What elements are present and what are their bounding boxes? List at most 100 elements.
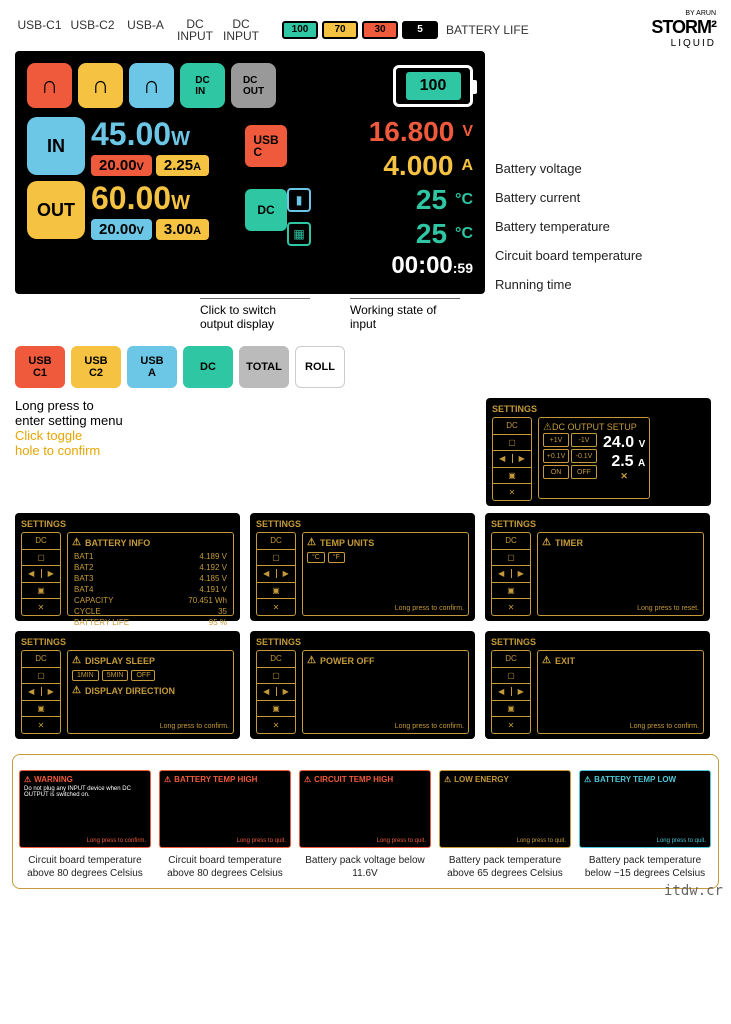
nav-btn[interactable]: DC (22, 651, 60, 668)
nav-btn[interactable]: ▢ (492, 668, 530, 685)
nav-btn[interactable]: ▣ (257, 583, 295, 600)
settings-panel: SETTINGSDC▢◀▶▣✕ TIMERLong press to reset… (485, 513, 710, 621)
callout: Working state of input (350, 298, 460, 331)
nav-btn[interactable]: ◀▶ (257, 566, 295, 583)
stat-line: ▮25°C (287, 184, 473, 216)
in-volts: 20.00V (91, 155, 152, 176)
warning-col: ⚠ LOW ENERGY Long press to quit. Battery… (439, 770, 571, 880)
warning-box: ⚠ WARNING Do not plug any INPUT device w… (19, 770, 151, 848)
nav-btn[interactable]: ◀▶ (492, 566, 530, 583)
battery-widget: 100 (393, 65, 473, 107)
nav-btn[interactable]: ◀▶ (22, 566, 60, 583)
panel-nav[interactable]: DC▢◀▶▣✕ (491, 532, 531, 616)
panel-nav[interactable]: DC▢◀▶▣✕ (256, 650, 296, 734)
battery-pill: 5 (402, 21, 438, 39)
in-amps: 2.25A (156, 155, 209, 176)
nav-btn[interactable]: ▢ (22, 668, 60, 685)
panel-nav[interactable]: DC▢◀▶▣✕ (492, 417, 532, 501)
battery-pill: 100 (282, 21, 318, 39)
nav-btn[interactable]: ✕ (22, 717, 60, 733)
mode-button[interactable]: ROLL (295, 346, 345, 388)
nav-btn[interactable]: ✕ (257, 599, 295, 615)
dc-adjust-btn[interactable]: +0.1V (543, 449, 569, 463)
option-btn[interactable]: °C (307, 552, 325, 563)
running-time: 00:00:59 (287, 252, 473, 280)
nav-btn[interactable]: ▣ (257, 701, 295, 718)
panel-nav[interactable]: DC▢◀▶▣✕ (21, 650, 61, 734)
port-label: DCINPUT (174, 18, 216, 42)
chip-icon: ▦ (287, 222, 311, 246)
dc-adjust-btn[interactable]: -1V (571, 433, 597, 447)
nav-btn[interactable]: DC (257, 651, 295, 668)
option-btn[interactable]: °F (328, 552, 345, 563)
mode-button[interactable]: TOTAL (239, 346, 289, 388)
nav-btn[interactable]: ✕ (492, 717, 530, 733)
nav-btn[interactable]: ▣ (492, 701, 530, 718)
port-labels: USB-C1 USB-C2 USB-A DCINPUT DCINPUT (15, 18, 262, 42)
panel-nav[interactable]: DC▢◀▶▣✕ (491, 650, 531, 734)
header-row: USB-C1 USB-C2 USB-A DCINPUT DCINPUT 1007… (0, 10, 731, 49)
out-watts: 60.00W (91, 180, 239, 217)
nav-btn[interactable]: ▢ (492, 550, 530, 567)
settings-panel: SETTINGSDC▢◀▶▣✕ POWER OFFLong press to c… (250, 631, 475, 739)
nav-btn[interactable]: ▢ (257, 668, 295, 685)
out-tag[interactable]: DC (245, 189, 287, 231)
dc-adjust-btn[interactable]: ON (543, 465, 569, 479)
nav-btn[interactable]: DC (492, 651, 530, 668)
mode-button[interactable]: USBA (127, 346, 177, 388)
nav-btn[interactable]: ✕ (22, 599, 60, 615)
nav-btn[interactable]: ◀▶ (22, 684, 60, 701)
port-label: DCINPUT (220, 18, 262, 42)
nav-btn[interactable]: ✕ (257, 717, 295, 733)
nav-btn[interactable]: ▢ (22, 550, 60, 567)
nav-btn[interactable]: ✕ (492, 599, 530, 615)
port-label: USB-C2 (68, 18, 117, 42)
nav-btn[interactable]: ✕ (493, 484, 531, 500)
option-btn[interactable]: OFF (131, 670, 155, 681)
nav-btn[interactable]: ▢ (493, 435, 531, 452)
main-display: ∩∩∩DC INDC OUT 100 IN 45.00W 20.00V 2.25… (15, 51, 485, 294)
logo: BY ARUN STORM² LIQUID (651, 10, 716, 49)
battery-pill: 70 (322, 21, 358, 39)
cable-icon: ∩ (143, 72, 160, 100)
out-volts: 20.00V (91, 219, 152, 240)
mode-button[interactable]: USBC1 (15, 346, 65, 388)
settings-panel: SETTINGSDC▢◀▶▣✕ DISPLAY SLEEP1MIN5MINOFF… (15, 631, 240, 739)
out-amps: 3.00A (156, 219, 209, 240)
nav-btn[interactable]: DC (492, 533, 530, 550)
nav-btn[interactable]: DC (493, 418, 531, 435)
annotation: Running time (495, 277, 642, 292)
battery-life-pills: 10070305 (282, 21, 438, 39)
mode-button[interactable]: USBC2 (71, 346, 121, 388)
option-btn[interactable]: 5MIN (102, 670, 129, 681)
nav-btn[interactable]: ▣ (493, 468, 531, 485)
in-tag[interactable]: USB C (245, 125, 287, 167)
nav-btn[interactable]: ▣ (22, 701, 60, 718)
option-btn[interactable]: 1MIN (72, 670, 99, 681)
nav-btn[interactable]: ▣ (492, 583, 530, 600)
panel-nav[interactable]: DC▢◀▶▣✕ (21, 532, 61, 616)
out-row: OUT 60.00W 20.00V 3.00A DC (27, 180, 287, 240)
warning-box: ⚠ CIRCUIT TEMP HIGH Long press to quit. (299, 770, 431, 848)
panel-nav[interactable]: DC▢◀▶▣✕ (256, 532, 296, 616)
dc-adjust-btn[interactable]: -0.1V (571, 449, 597, 463)
in-watts: 45.00W (91, 116, 239, 153)
nav-btn[interactable]: DC (257, 533, 295, 550)
nav-btn[interactable]: ◀▶ (493, 451, 531, 468)
battery-table: BAT14.189 VBAT24.192 VBAT34.185 VBAT44.1… (72, 550, 229, 629)
battery-fill: 100 (406, 72, 461, 100)
mode-row: USBC1USBC2USBADCTOTALROLL (15, 346, 731, 388)
battery-life-label: BATTERY LIFE (446, 23, 529, 37)
nav-btn[interactable]: DC (22, 533, 60, 550)
port-box: ∩ (27, 63, 72, 108)
nav-btn[interactable]: ▣ (22, 583, 60, 600)
nav-btn[interactable]: ▢ (257, 550, 295, 567)
nav-btn[interactable]: ◀▶ (257, 684, 295, 701)
dc-adjust-btn[interactable]: +1V (543, 433, 569, 447)
annotations: Battery voltageBattery currentBattery te… (495, 161, 642, 306)
mode-button[interactable]: DC (183, 346, 233, 388)
dc-adjust-btn[interactable]: OFF (571, 465, 597, 479)
nav-btn[interactable]: ◀▶ (492, 684, 530, 701)
port-label: USB-C1 (15, 18, 64, 42)
callouts: Click to switch output display Working s… (200, 298, 731, 331)
